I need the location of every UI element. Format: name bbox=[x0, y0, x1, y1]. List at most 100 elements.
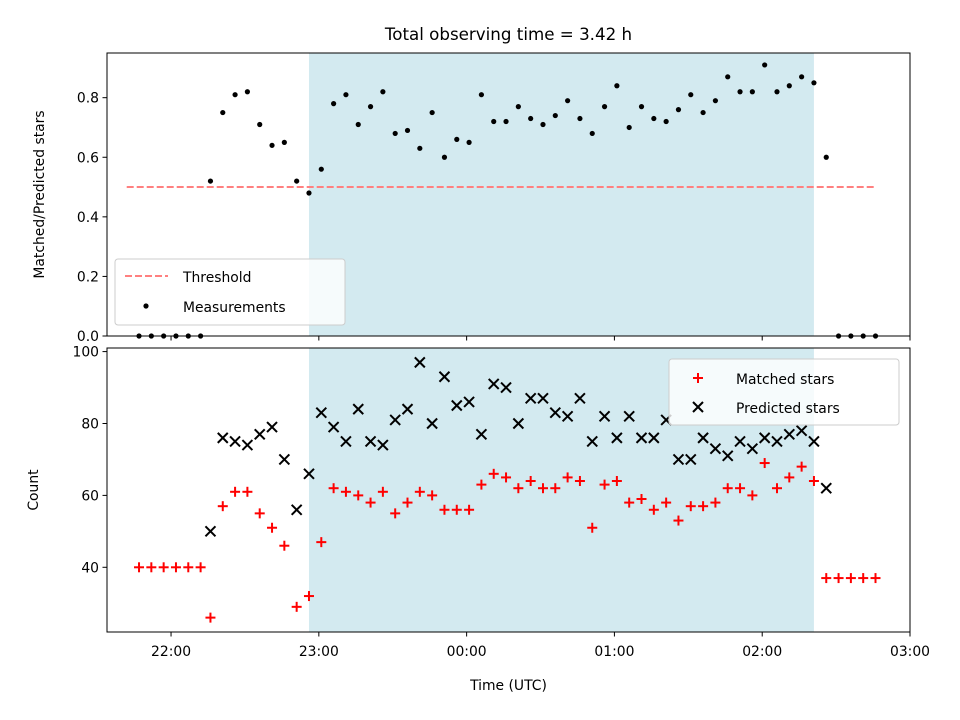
matched-star-point bbox=[134, 562, 145, 573]
matched-star-point bbox=[217, 501, 228, 512]
predicted-star-point bbox=[783, 428, 796, 440]
legend-measurements-label: Measurements bbox=[183, 300, 286, 316]
matched-star-point bbox=[747, 490, 758, 501]
y-tick-label: 0.6 bbox=[77, 150, 99, 166]
matched-star-point bbox=[796, 461, 807, 472]
y-tick-label: 0.4 bbox=[77, 210, 99, 226]
predicted-star-point-b bbox=[635, 432, 648, 444]
predicted-star-point-b bbox=[290, 504, 303, 516]
measurement-point bbox=[577, 115, 583, 122]
measurement-point bbox=[565, 98, 571, 104]
matched-star-point bbox=[476, 479, 487, 490]
predicted-star-point-b bbox=[537, 392, 549, 405]
measurement-point bbox=[343, 92, 349, 98]
predicted-star-point bbox=[352, 403, 364, 415]
matched-star-point bbox=[870, 573, 881, 584]
legend-predicted-swatch bbox=[692, 401, 704, 413]
matched-star-point bbox=[377, 486, 388, 497]
matched-star-point bbox=[303, 591, 314, 602]
measurement-point bbox=[737, 89, 743, 95]
y-tick-label: 80 bbox=[81, 416, 99, 432]
predicted-star-point bbox=[549, 407, 562, 419]
measurement-point bbox=[232, 92, 238, 98]
measurement-point bbox=[331, 101, 337, 107]
matched-star-point bbox=[550, 483, 561, 494]
chart-title: Total observing time = 3.42 h bbox=[384, 24, 632, 44]
predicted-star-point-b bbox=[500, 381, 512, 394]
predicted-star-point bbox=[303, 468, 315, 480]
predicted-star-point bbox=[254, 428, 266, 440]
predicted-star-point bbox=[463, 396, 475, 408]
predicted-star-point-b bbox=[746, 442, 759, 455]
matched-star-point bbox=[390, 508, 401, 519]
predicted-star-point bbox=[241, 439, 254, 451]
ratio-legend: Threshold Measurements bbox=[114, 258, 346, 326]
predicted-star-point-b bbox=[722, 450, 734, 462]
matched-star-point bbox=[291, 601, 302, 612]
measurement-point bbox=[257, 121, 263, 128]
ratio-y-axis-label: Matched/Predicted stars bbox=[32, 110, 48, 278]
predicted-star-point-b bbox=[204, 525, 217, 538]
matched-star-point bbox=[365, 497, 376, 508]
count-y-ticks: 40 60 80 100 bbox=[72, 345, 107, 576]
count-legend-box bbox=[668, 358, 900, 426]
matched-stars-points bbox=[134, 458, 881, 623]
predicted-star-point bbox=[389, 414, 401, 426]
y-tick-label: 100 bbox=[72, 345, 99, 361]
predicted-star-point bbox=[512, 417, 525, 430]
matched-star-point bbox=[242, 486, 253, 497]
measurement-points bbox=[136, 62, 879, 339]
legend-measurements-swatch bbox=[143, 303, 149, 309]
matched-star-point bbox=[488, 468, 499, 479]
predicted-star-point-b bbox=[315, 407, 328, 419]
predicted-star-point-b bbox=[475, 428, 488, 440]
predicted-star-point-b bbox=[512, 417, 525, 430]
predicted-star-point-b bbox=[771, 435, 783, 448]
predicted-stars-points bbox=[204, 356, 832, 538]
matched-star-point bbox=[451, 504, 462, 515]
predicted-star-point-b bbox=[438, 371, 451, 383]
predicted-star-point bbox=[746, 442, 759, 455]
predicted-star-point-b bbox=[352, 403, 364, 415]
measurement-point bbox=[799, 74, 805, 80]
measurement-point bbox=[294, 178, 300, 184]
matched-star-point bbox=[427, 490, 438, 501]
predicted-star-point-b bbox=[734, 435, 746, 448]
predicted-star-point bbox=[278, 453, 291, 466]
matched-star-point bbox=[648, 504, 659, 515]
legend-matched-marker bbox=[693, 373, 703, 383]
predicted-star-point-b bbox=[217, 432, 229, 444]
predicted-star-point-b bbox=[401, 403, 414, 415]
measurement-point bbox=[638, 104, 645, 110]
measurement-point bbox=[552, 112, 558, 119]
legend-matched-swatch bbox=[693, 373, 703, 383]
predicted-star-point bbox=[598, 410, 611, 423]
predicted-star-point bbox=[204, 525, 217, 538]
measurement-point bbox=[392, 130, 398, 137]
measurement-point bbox=[306, 190, 312, 196]
predicted-star-point bbox=[808, 435, 820, 448]
x-tick-label: 03:00 bbox=[890, 644, 930, 660]
measurement-point bbox=[614, 83, 620, 89]
measurement-point bbox=[811, 80, 817, 86]
predicted-star-point-b bbox=[611, 432, 623, 444]
predicted-star-point-b bbox=[303, 468, 315, 480]
legend-predicted-label: Predicted stars bbox=[736, 401, 840, 417]
measurement-point bbox=[220, 109, 226, 116]
matched-star-point bbox=[279, 540, 290, 551]
matched-star-point bbox=[845, 573, 856, 584]
matched-star-point bbox=[464, 504, 475, 515]
measurement-point bbox=[207, 178, 214, 184]
predicted-star-point bbox=[648, 432, 660, 444]
measurement-point bbox=[515, 104, 521, 110]
y-tick-label: 40 bbox=[81, 560, 99, 576]
matched-star-point bbox=[735, 483, 746, 494]
matched-star-point bbox=[759, 458, 770, 469]
predicted-star-point bbox=[229, 435, 241, 448]
predicted-star-point-b bbox=[685, 453, 697, 466]
predicted-star-point-b bbox=[488, 378, 500, 390]
predicted-star-point-b bbox=[808, 435, 820, 448]
predicted-star-point-b bbox=[278, 453, 291, 466]
count-y-axis-label: Count bbox=[26, 469, 42, 511]
matched-star-point bbox=[414, 486, 425, 497]
